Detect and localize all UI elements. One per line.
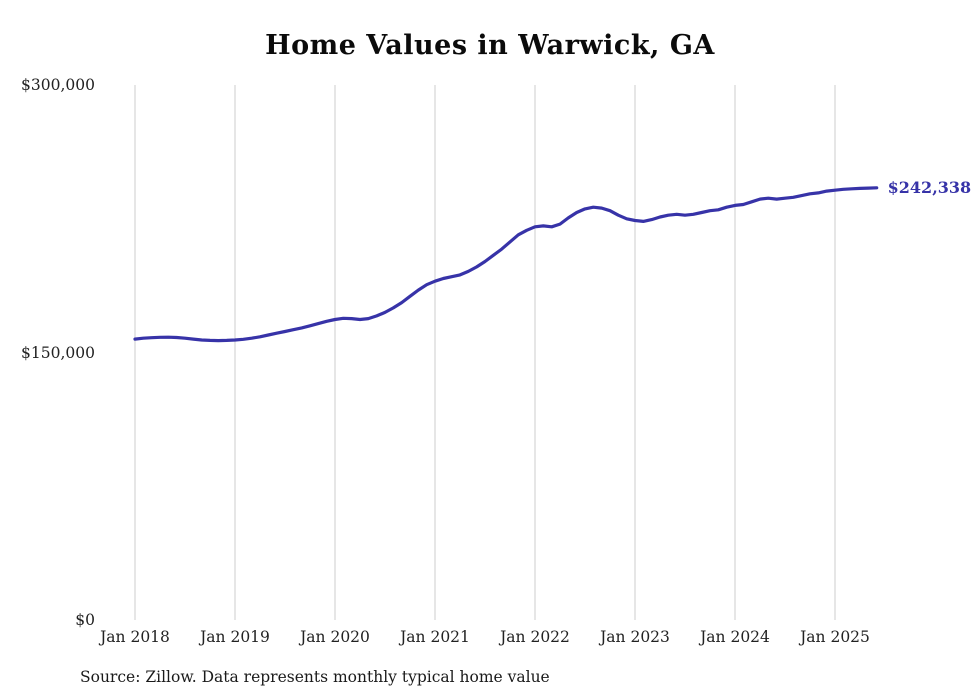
home-value-line: [133, 186, 879, 343]
chart-title: Home Values in Warwick, GA: [265, 30, 715, 61]
x-axis-label: Jan 2021: [400, 628, 470, 646]
x-axis-label: Jan 2022: [500, 628, 570, 646]
source-note: Source: Zillow. Data represents monthly …: [80, 668, 550, 686]
x-axis-label: Jan 2020: [300, 628, 370, 646]
y-axis-label: $0: [75, 611, 95, 629]
y-axis-label: $300,000: [21, 76, 95, 94]
x-axis-label: Jan 2023: [600, 628, 670, 646]
x-axis-label: Jan 2024: [700, 628, 770, 646]
x-axis-label: Jan 2018: [100, 628, 170, 646]
y-axis-label: $150,000: [21, 343, 95, 362]
x-axis-label: Jan 2019: [200, 628, 270, 646]
x-axis-label: Jan 2025: [800, 628, 870, 646]
latest-value-label: $242,338: [887, 177, 972, 197]
